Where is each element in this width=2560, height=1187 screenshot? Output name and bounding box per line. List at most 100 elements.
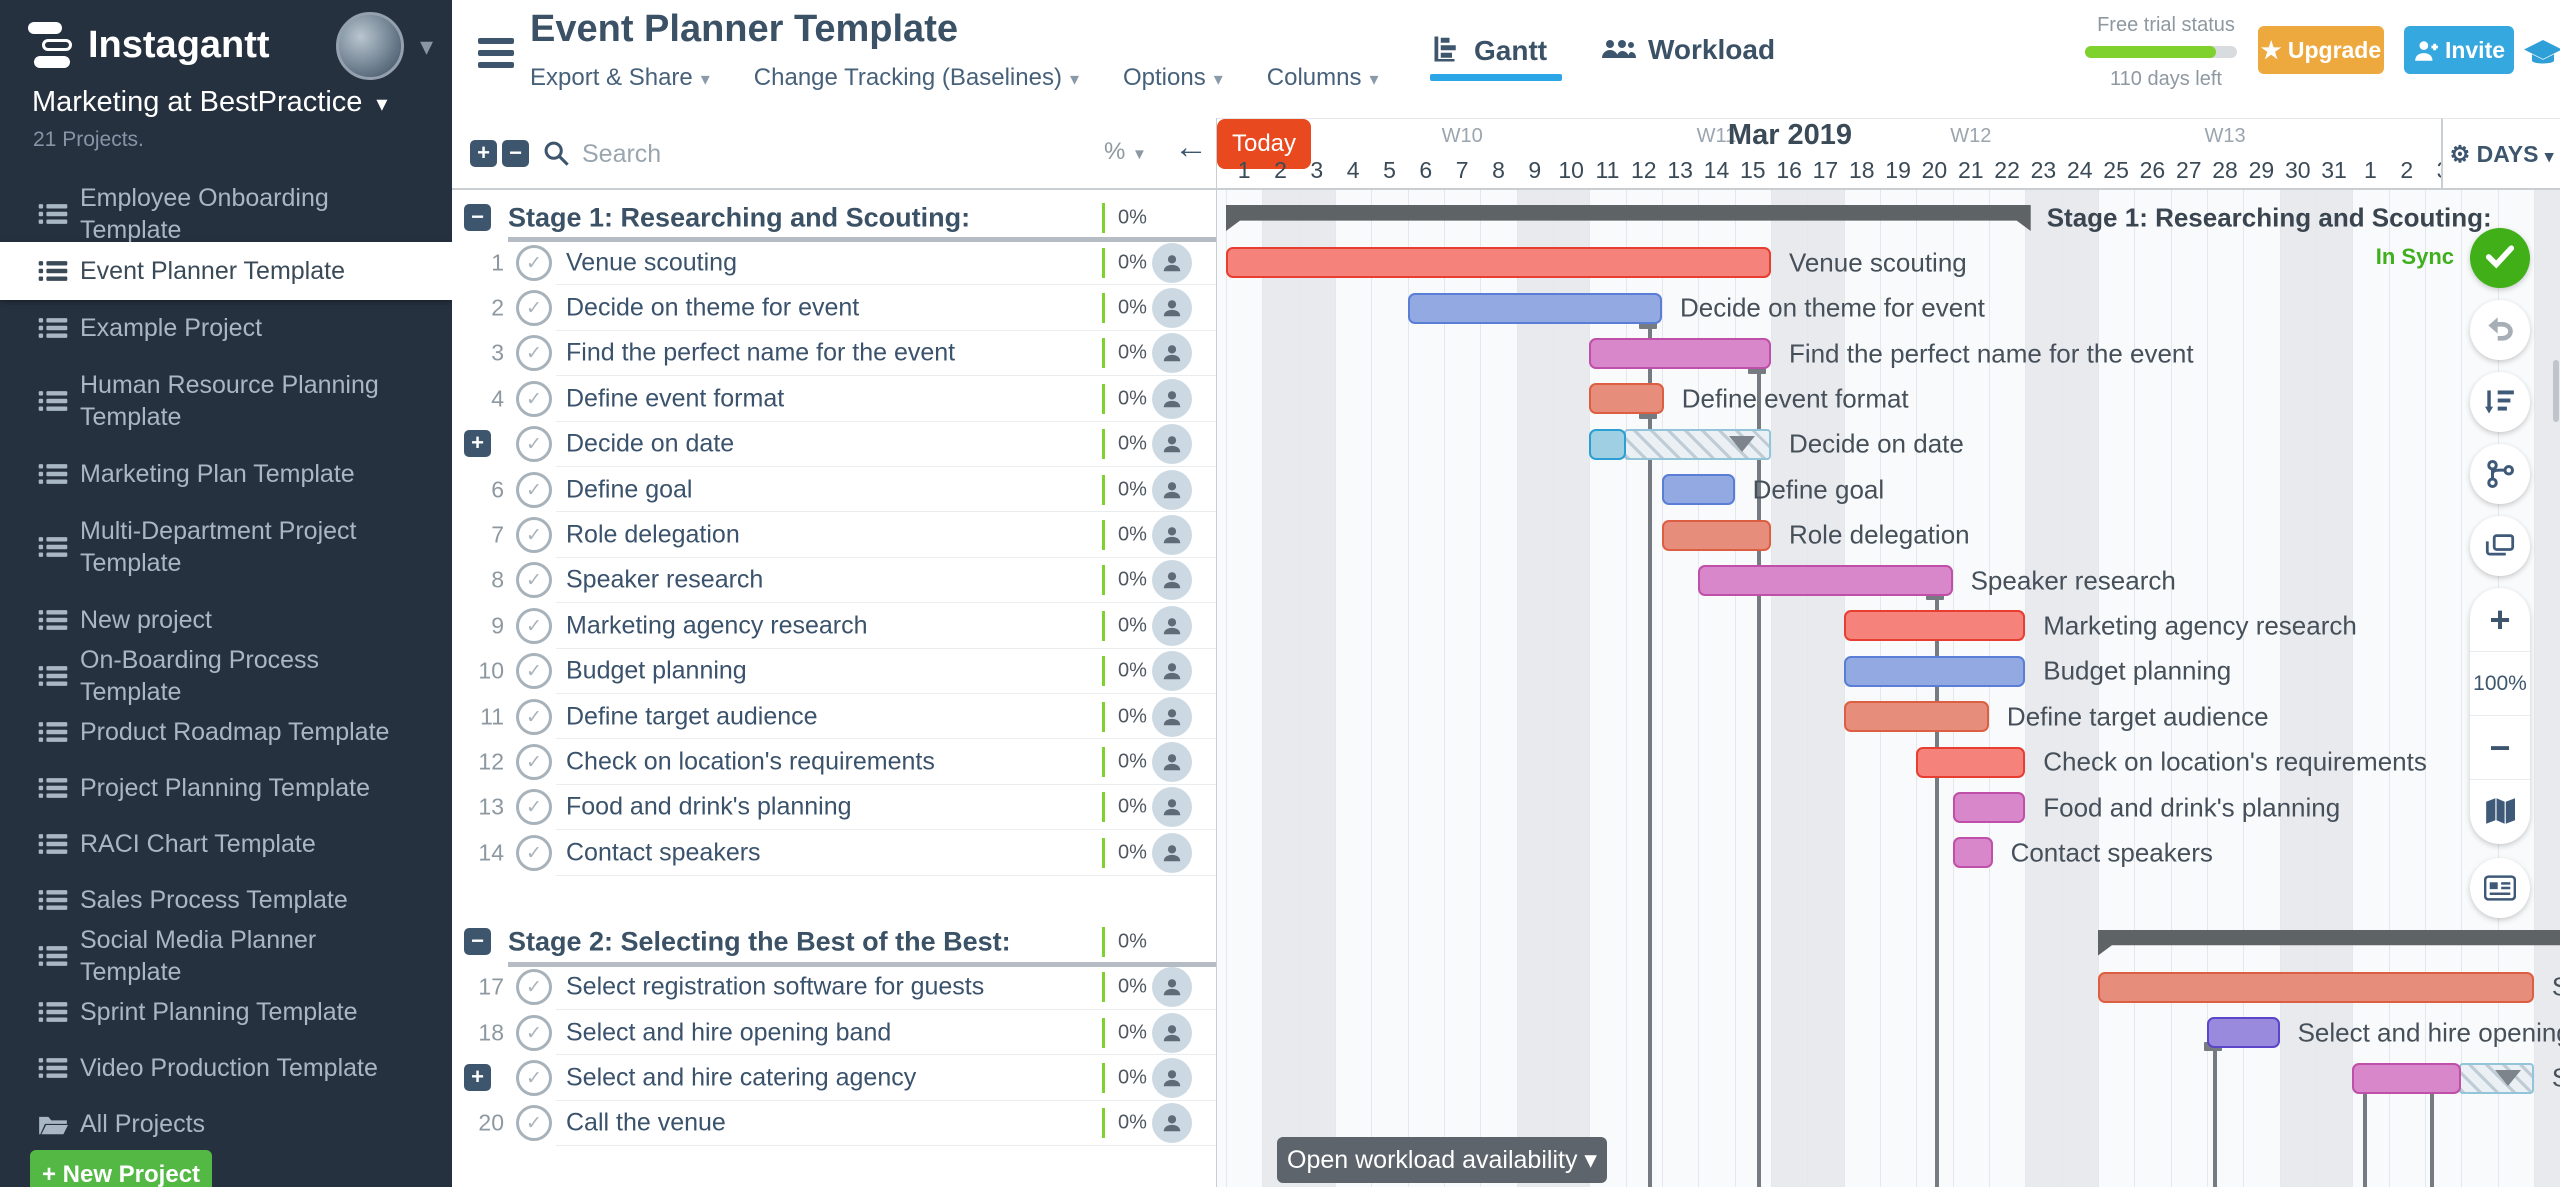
collapse-all-button[interactable]: −	[502, 140, 529, 167]
task-bar[interactable]	[1916, 746, 2026, 778]
task-row[interactable]: 12 ✓ Check on location's requirements 0%	[452, 739, 1217, 785]
sidebar-item-project[interactable]: Sales Process Template	[0, 872, 452, 928]
hamburger-menu-icon[interactable]	[478, 38, 514, 70]
expand-all-button[interactable]: +	[470, 140, 497, 167]
dependencies-button[interactable]	[2470, 444, 2530, 504]
today-button[interactable]: Today➔	[1217, 119, 1311, 169]
upgrade-button[interactable]: ★ Upgrade	[2258, 26, 2384, 74]
sync-check-button[interactable]	[2470, 228, 2530, 288]
assignee-avatar[interactable]	[1152, 696, 1192, 737]
task-row[interactable]: 8 ✓ Speaker research 0%	[452, 558, 1217, 604]
expand-subtasks-button[interactable]: +	[464, 430, 491, 458]
complete-check-icon[interactable]: ✓	[516, 380, 552, 417]
task-name[interactable]: Decide on date	[566, 429, 735, 458]
complete-check-icon[interactable]: ✓	[516, 969, 552, 1006]
sidebar-item-project[interactable]: On-Boarding Process Template	[0, 646, 452, 706]
complete-check-icon[interactable]: ✓	[516, 789, 552, 826]
menu-change-tracking-baselines-[interactable]: Change Tracking (Baselines) ▾	[753, 64, 1079, 91]
task-bar[interactable]	[1952, 792, 2026, 823]
assignee-avatar[interactable]	[1152, 1058, 1192, 1099]
complete-check-icon[interactable]: ✓	[516, 426, 552, 463]
sidebar-item-project[interactable]: New project	[0, 592, 452, 648]
collapse-panel-arrow-icon[interactable]: ←	[1174, 128, 1208, 166]
task-name[interactable]: Select registration software for guests	[566, 972, 985, 1001]
sidebar-item-project[interactable]: Human Resource Planning Template	[0, 356, 452, 446]
assignee-avatar[interactable]	[1152, 378, 1192, 419]
undo-button[interactable]	[2470, 300, 2530, 360]
workspace-selector[interactable]: Marketing at BestPractice ▾	[32, 86, 387, 119]
complete-check-icon[interactable]: ✓	[516, 517, 552, 554]
complete-check-icon[interactable]: ✓	[516, 471, 552, 508]
collapse-stage-button[interactable]: −	[464, 203, 491, 231]
task-bar[interactable]	[1661, 474, 1735, 506]
task-row[interactable]: 18 ✓ Select and hire opening band 0%	[452, 1010, 1217, 1056]
task-row[interactable]: 4 ✓ Define event format 0%	[452, 376, 1217, 422]
task-row[interactable]: 3 ✓ Find the perfect name for the event 0%	[452, 331, 1217, 377]
timescale-selector[interactable]: ⚙ DAYS ▾	[2441, 118, 2560, 190]
vertical-scrollbar-thumb[interactable]	[2553, 360, 2559, 422]
task-row[interactable]: 1 ✓ Venue scouting 0%	[452, 240, 1217, 286]
task-row[interactable]: 14 ✓ Contact speakers 0%	[452, 830, 1217, 876]
assignee-avatar[interactable]	[1152, 1012, 1192, 1053]
menu-columns[interactable]: Columns ▾	[1266, 64, 1379, 91]
copy-snapshot-button[interactable]	[2470, 516, 2530, 576]
expand-subtasks-button[interactable]: +	[464, 1064, 491, 1092]
assignee-avatar[interactable]	[1152, 560, 1192, 601]
sidebar-item-all-projects[interactable]: All Projects	[0, 1096, 452, 1152]
task-row[interactable]: 2 ✓ Decide on theme for event 0%	[452, 285, 1217, 331]
chevron-down-icon[interactable]: ▾	[420, 31, 434, 61]
task-name[interactable]: Contact speakers	[566, 838, 761, 867]
sidebar-item-project[interactable]: Employee Onboarding Template	[0, 184, 452, 244]
complete-check-icon[interactable]: ✓	[516, 607, 552, 644]
assignee-avatar[interactable]	[1152, 288, 1192, 329]
task-bar[interactable]	[1843, 655, 2026, 687]
task-row[interactable]: 20 ✓ Call the venue 0%	[452, 1101, 1217, 1147]
zoom-in-button[interactable]: +	[2470, 588, 2530, 652]
task-name[interactable]: Speaker research	[566, 565, 764, 594]
sidebar-item-project[interactable]: RACI Chart Template	[0, 816, 452, 872]
stage-header-row[interactable]: − Stage 1: Researching and Scouting: 0%	[452, 195, 1217, 242]
task-bar[interactable]	[1698, 565, 1953, 596]
task-name[interactable]: Define event format	[566, 384, 785, 413]
complete-check-icon[interactable]: ✓	[516, 834, 552, 871]
task-name[interactable]: Call the venue	[566, 1108, 726, 1137]
deadline-marker-icon[interactable]	[1728, 436, 1755, 453]
task-row[interactable]: 6 ✓ Define goal 0%	[452, 467, 1217, 513]
task-row[interactable]: + ✓ Decide on date 0%	[452, 422, 1217, 467]
sidebar-item-project[interactable]: Project Planning Template	[0, 760, 452, 816]
user-avatar[interactable]	[336, 12, 404, 80]
percent-filter-icon[interactable]: % ▼	[1104, 138, 1147, 165]
sidebar-item-project[interactable]: Product Roadmap Template	[0, 704, 452, 760]
sidebar-item-project[interactable]: Sprint Planning Template	[0, 984, 452, 1040]
assignee-avatar[interactable]	[1152, 1103, 1192, 1144]
assignee-avatar[interactable]	[1152, 742, 1192, 783]
assignee-avatar[interactable]	[1152, 242, 1192, 283]
assignee-avatar[interactable]	[1152, 605, 1192, 646]
task-bar[interactable]	[1407, 292, 1662, 324]
stage-summary-bar[interactable]	[1226, 205, 2031, 231]
assignee-avatar[interactable]	[1152, 787, 1192, 828]
complete-check-icon[interactable]: ✓	[516, 1060, 552, 1097]
complete-check-icon[interactable]: ✓	[516, 562, 552, 599]
tutorial-graduation-cap-icon[interactable]	[2524, 40, 2560, 70]
task-bar[interactable]	[1843, 610, 2026, 642]
task-name[interactable]: Role delegation	[566, 520, 740, 549]
task-row[interactable]: 13 ✓ Food and drink's planning 0%	[452, 785, 1217, 831]
open-workload-button[interactable]: Open workload availability ▾	[1277, 1137, 1607, 1183]
sidebar-item-project[interactable]: Video Production Template	[0, 1040, 452, 1096]
sidebar-item-project[interactable]: Marketing Plan Template	[0, 446, 452, 502]
complete-check-icon[interactable]: ✓	[516, 1105, 552, 1142]
task-name[interactable]: Select and hire opening band	[566, 1018, 892, 1047]
assignee-avatar[interactable]	[1152, 651, 1192, 692]
task-name[interactable]: Select and hire catering agency	[566, 1063, 917, 1092]
task-row[interactable]: 10 ✓ Budget planning 0%	[452, 649, 1217, 694]
zoom-out-button[interactable]: −	[2470, 716, 2530, 780]
complete-check-icon[interactable]: ✓	[516, 1014, 552, 1051]
menu-export-share[interactable]: Export & Share ▾	[530, 64, 710, 91]
task-name[interactable]: Marketing agency research	[566, 611, 868, 640]
task-row[interactable]: 11 ✓ Define target audience 0%	[452, 694, 1217, 740]
task-bar[interactable]	[1843, 701, 1989, 733]
invite-button[interactable]: Invite	[2404, 26, 2514, 74]
search-input[interactable]	[580, 136, 1000, 172]
zoom-level[interactable]: 100%	[2470, 652, 2530, 716]
